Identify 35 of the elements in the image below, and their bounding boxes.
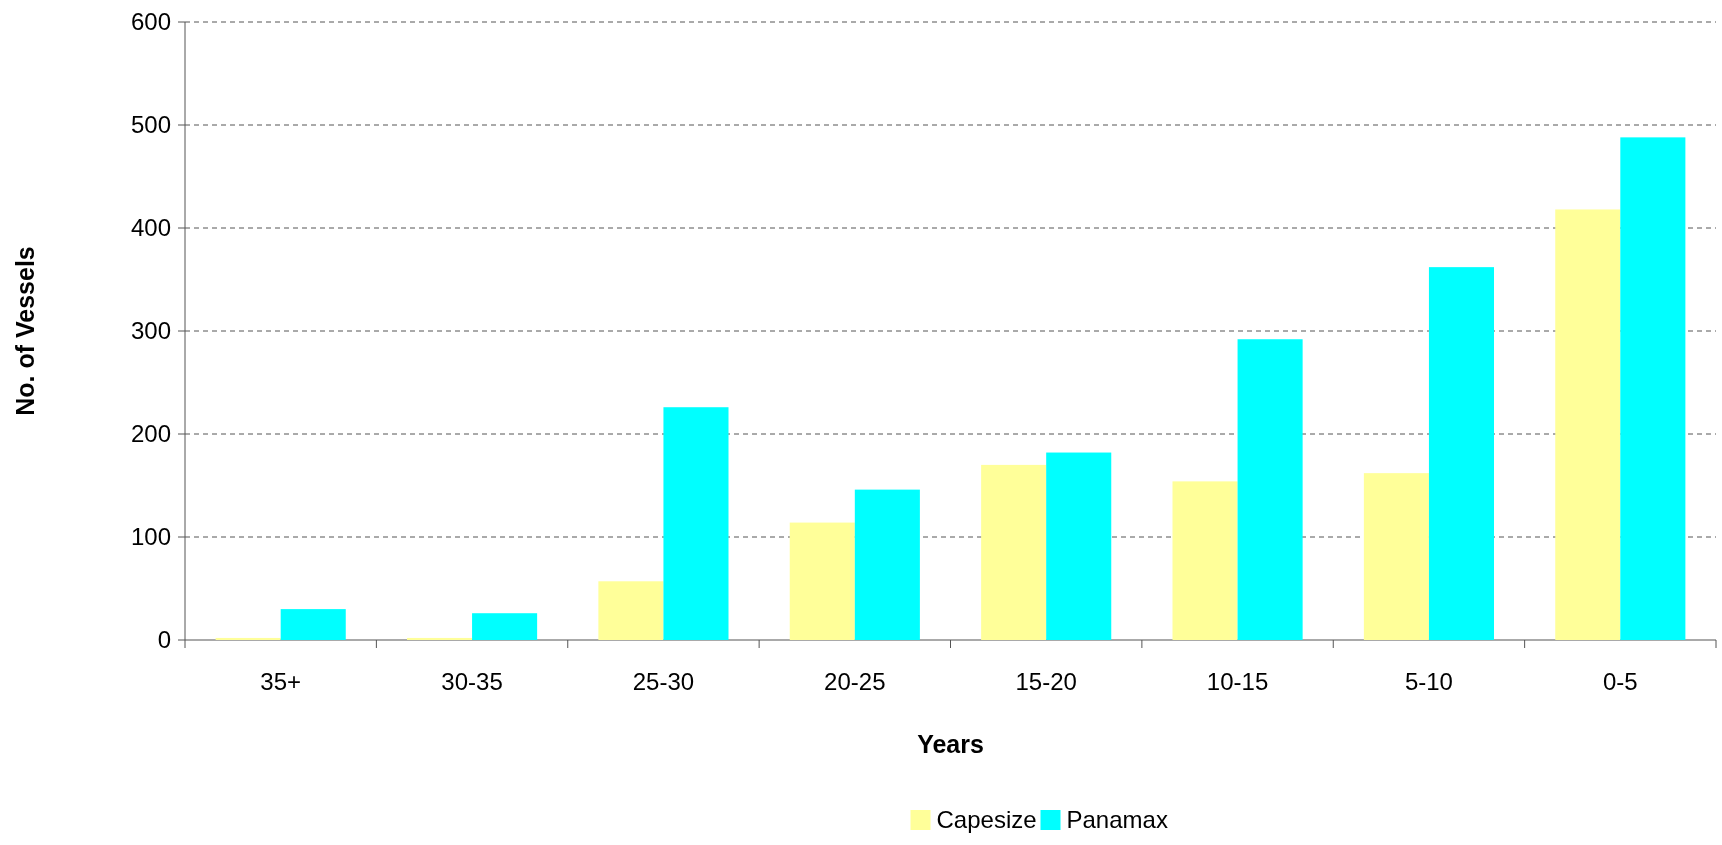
y-tick-label: 300	[130, 317, 171, 345]
bar	[280, 609, 346, 640]
y-tick-label: 100	[130, 523, 171, 551]
bar	[1555, 209, 1621, 640]
bar	[1046, 452, 1112, 640]
bar	[1172, 481, 1238, 640]
x-tick-label: 30-35	[441, 668, 503, 695]
x-tick-label: 0-5	[1602, 668, 1638, 695]
bar	[1428, 267, 1495, 640]
y-axis-title: No. of Vessels	[11, 246, 39, 416]
legend-label: Capesize	[936, 806, 1037, 834]
bar	[1620, 137, 1686, 640]
x-tick-label: 25-30	[632, 668, 695, 695]
x-tick-label: 15-20	[1015, 668, 1077, 695]
bar	[981, 464, 1047, 640]
bar	[472, 613, 538, 640]
bar	[789, 522, 855, 640]
bar	[1363, 473, 1429, 640]
x-axis-title: Years	[917, 730, 984, 758]
bar	[1237, 339, 1303, 640]
x-tick-label: 10-15	[1206, 668, 1269, 695]
x-tick-label: 20-25	[824, 668, 886, 695]
y-tick-label: 500	[130, 111, 171, 139]
y-tick-label: 200	[130, 420, 171, 448]
x-tick-label: 35+	[260, 668, 302, 695]
y-tick-label: 600	[130, 8, 171, 36]
bar	[663, 407, 729, 640]
bar	[407, 637, 473, 640]
bar	[215, 637, 281, 640]
y-tick-label: 0	[157, 626, 171, 654]
legend-label: Panamax	[1066, 806, 1168, 834]
y-tick-label: 400	[130, 214, 171, 242]
x-tick-label: 5-10	[1404, 668, 1453, 695]
bar	[598, 581, 664, 640]
bar	[854, 489, 920, 640]
